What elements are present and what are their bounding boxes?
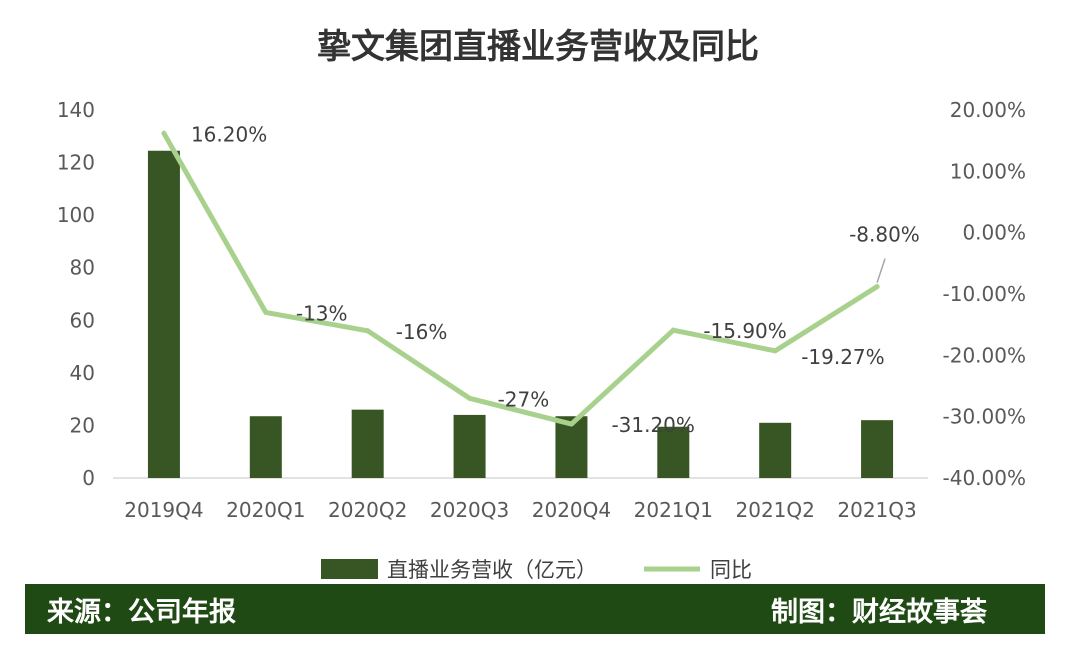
left-tick-label: 40: [70, 361, 95, 385]
right-axis-ticks: -40.00% -30.00% -20.00% -10.00% 0.00% 10.00% 2…: [943, 98, 1026, 490]
bar: [861, 420, 894, 478]
bar: [657, 426, 690, 478]
yoy-point: [874, 284, 880, 290]
right-tick-label: -10.00%: [943, 282, 1026, 306]
line-series: [161, 130, 880, 427]
x-tick-label: 2020Q2: [328, 498, 407, 522]
bar-series: [147, 150, 894, 478]
footer-credit: 制图：财经故事荟: [771, 596, 987, 628]
yoy-data-label: 16.20%: [191, 122, 267, 146]
yoy-data-label: -19.27%: [801, 345, 884, 369]
footer-banner: 来源：公司年报 制图：财经故事荟: [25, 584, 1045, 634]
x-tick-label: 2020Q4: [532, 498, 611, 522]
revenue-yoy-chart: 挚文集团直播业务营收及同比 0 20 40 60 80 100 120 140 -40.00%…: [57, 27, 1026, 582]
bar: [453, 414, 486, 478]
legend: 直播业务营收（亿元） 同比: [321, 558, 752, 582]
yoy-point: [568, 421, 574, 427]
x-tick-label: 2019Q4: [124, 498, 203, 522]
yoy-point: [772, 348, 778, 354]
left-tick-label: 60: [70, 308, 95, 332]
yoy-data-label: -13%: [296, 301, 348, 325]
yoy-data-label: -31.20%: [611, 413, 694, 437]
yoy-point: [670, 327, 676, 333]
bar: [249, 416, 282, 478]
yoy-data-label: -27%: [498, 387, 550, 411]
left-tick-label: 80: [70, 256, 95, 280]
yoy-data-label: -15.90%: [703, 319, 786, 343]
yoy-data-label: -8.80%: [849, 223, 920, 247]
right-tick-label: -40.00%: [943, 466, 1026, 490]
yoy-data-label: -16%: [396, 320, 448, 344]
x-tick-label: 2020Q1: [226, 498, 305, 522]
left-tick-label: 100: [57, 203, 95, 227]
bar: [351, 409, 384, 478]
left-tick-label: 0: [82, 466, 95, 490]
legend-bar-label: 直播业务营收（亿元）: [387, 558, 597, 582]
yoy-line: [161, 130, 880, 427]
left-tick-label: 120: [57, 151, 95, 175]
line-data-labels: 16.20% -13% -16% -27% -31.20% -15.90% -19.27% -…: [191, 122, 920, 437]
bar: [147, 150, 180, 478]
x-tick-label: 2021Q2: [736, 498, 815, 522]
right-tick-label: 10.00%: [950, 159, 1026, 183]
yoy-point: [161, 130, 167, 136]
left-tick-label: 20: [70, 413, 95, 437]
yoy-point: [263, 309, 269, 315]
legend-line-label: 同比: [710, 558, 752, 582]
yoy-point: [467, 395, 473, 401]
x-axis-ticks: 2019Q4 2020Q1 2020Q2 2020Q3 2020Q4 2021Q1 2021…: [124, 498, 917, 522]
left-axis-ticks: 0 20 40 60 80 100 120 140: [57, 98, 95, 490]
legend-bar-swatch: [321, 559, 378, 579]
bar: [759, 422, 792, 478]
left-tick-label: 140: [57, 98, 95, 122]
right-tick-label: 0.00%: [962, 221, 1026, 245]
footer-source: 来源：公司年报: [47, 596, 236, 628]
right-tick-label: -20.00%: [943, 343, 1026, 367]
chart-title: 挚文集团直播业务营收及同比: [317, 27, 759, 67]
right-tick-label: -30.00%: [943, 405, 1026, 429]
label-leader-line: [876, 258, 886, 283]
right-tick-label: 20.00%: [950, 98, 1026, 122]
x-tick-label: 2021Q3: [837, 498, 916, 522]
x-tick-label: 2020Q3: [430, 498, 509, 522]
yoy-point: [365, 328, 371, 334]
x-tick-label: 2021Q1: [634, 498, 713, 522]
